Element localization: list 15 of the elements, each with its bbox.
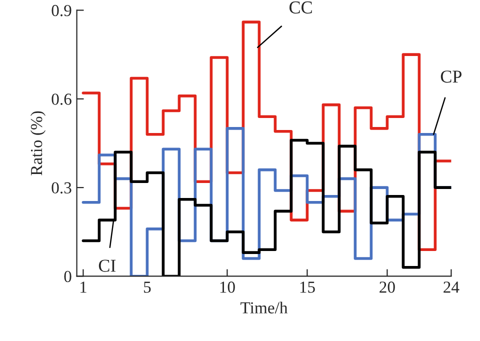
x-axis-title: Time/h <box>240 302 288 314</box>
text: CP <box>440 70 462 83</box>
x-tick-label: 5 <box>144 282 151 293</box>
x-tick-label: 1 <box>80 282 86 293</box>
y-tick-label: 0 <box>64 270 72 282</box>
y-axis-title: Ratio (%) <box>30 111 46 176</box>
x-tick-label: 20 <box>380 282 395 293</box>
x-tick-label: 24 <box>444 282 460 293</box>
x-tick-label: 10 <box>220 282 235 293</box>
y-tick-label: 0.3 <box>52 182 72 194</box>
y-tick-label: 0.6 <box>52 94 72 105</box>
legend-label: CI <box>98 260 116 272</box>
y-tick-label: 0.9 <box>52 4 72 16</box>
x-tick-label: 15 <box>300 282 315 293</box>
series-label: CC <box>290 1 312 14</box>
